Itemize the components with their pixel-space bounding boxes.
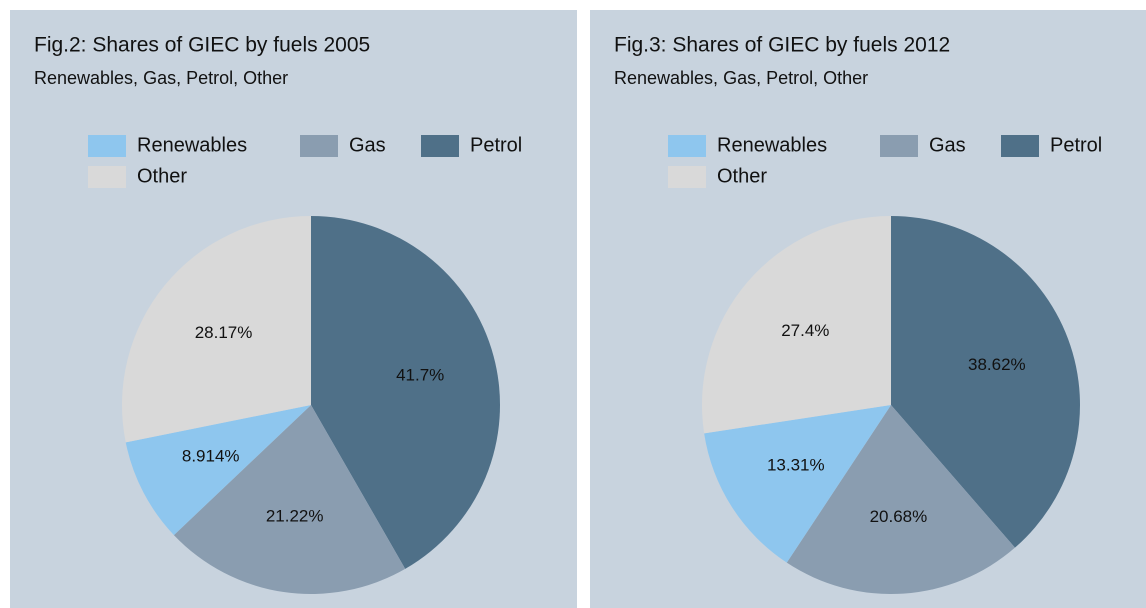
- pie-slice: [702, 216, 891, 434]
- legend-label: Other: [137, 165, 187, 187]
- legend-swatch: [668, 135, 706, 157]
- slice-label: 28.17%: [195, 323, 253, 342]
- pie-slice: [173, 405, 406, 594]
- legend-label: Gas: [929, 134, 966, 156]
- legend-label: Renewables: [717, 134, 827, 156]
- legend-label: Gas: [349, 134, 386, 156]
- chart-subtitle: Renewables, Gas, Petrol, Other: [34, 68, 288, 88]
- chart-title: Fig.2: Shares of GIEC by fuels 2005: [34, 34, 370, 57]
- legend-swatch: [300, 135, 338, 157]
- pie-slice: [704, 405, 891, 563]
- pie-slice: [125, 405, 311, 536]
- pie-slice: [121, 216, 311, 443]
- legend-label: Petrol: [470, 134, 522, 156]
- chart-title: Fig.3: Shares of GIEC by fuels 2012: [614, 34, 950, 57]
- slice-label: 38.62%: [968, 355, 1026, 374]
- legend-label: Other: [717, 165, 767, 187]
- legend-swatch: [668, 166, 706, 188]
- slice-label: 13.31%: [767, 455, 825, 474]
- legend-label: Renewables: [137, 134, 247, 156]
- legend-swatch: [88, 166, 126, 188]
- slice-label: 8.914%: [182, 447, 240, 466]
- legend-swatch: [88, 135, 126, 157]
- slice-label: 21.22%: [266, 506, 324, 525]
- chart-subtitle: Renewables, Gas, Petrol, Other: [614, 68, 868, 88]
- slice-label: 27.4%: [781, 321, 829, 340]
- pie-slice: [311, 216, 501, 569]
- pie-slice: [891, 216, 1080, 548]
- legend-swatch: [1001, 135, 1039, 157]
- legend-swatch: [421, 135, 459, 157]
- legend-label: Petrol: [1050, 134, 1102, 156]
- slice-label: 20.68%: [870, 507, 928, 526]
- slice-label: 41.7%: [396, 365, 444, 384]
- pie-slice: [786, 405, 1015, 594]
- legend-swatch: [880, 135, 918, 157]
